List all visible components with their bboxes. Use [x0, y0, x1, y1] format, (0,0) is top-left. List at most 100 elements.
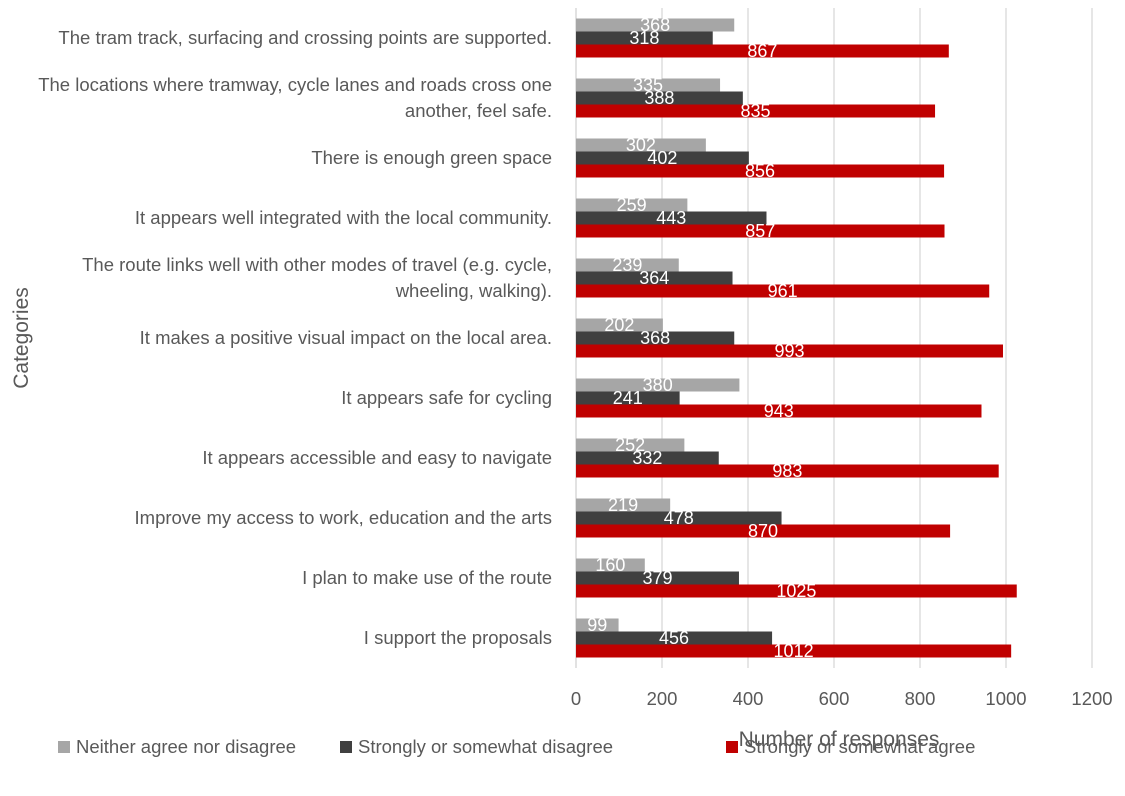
- legend-swatch: [340, 741, 352, 753]
- x-tick-label: 0: [571, 688, 581, 709]
- bar: [576, 271, 733, 285]
- category-label: I plan to make use of the route: [302, 567, 552, 588]
- bar: [576, 224, 945, 238]
- x-axis-title: Number of responses: [739, 728, 940, 751]
- legend-item: Neither agree nor disagree: [58, 736, 296, 758]
- bar: [576, 78, 721, 92]
- data-label: 332: [632, 448, 662, 468]
- data-label: 443: [656, 208, 686, 228]
- bar: [576, 524, 951, 538]
- bar: [576, 344, 1003, 358]
- category-label: It makes a positive visual impact on the…: [140, 327, 552, 348]
- bar: [576, 558, 645, 572]
- x-tick-label: 1000: [985, 688, 1026, 709]
- category-label: I support the proposals: [364, 627, 552, 648]
- category-label: The route links well with other modes of…: [82, 254, 552, 301]
- category-label: It appears accessible and easy to naviga…: [202, 447, 552, 468]
- x-tick-label: 1200: [1071, 688, 1112, 709]
- bar: [576, 631, 773, 645]
- data-label: 241: [613, 388, 643, 408]
- category-label: It appears safe for cycling: [341, 387, 552, 408]
- data-label: 335: [633, 75, 663, 95]
- bar: [576, 584, 1017, 598]
- data-label: 219: [608, 495, 638, 515]
- data-label: 478: [664, 508, 694, 528]
- bar: [576, 644, 1012, 658]
- bar: [576, 378, 740, 392]
- bar: [576, 498, 671, 512]
- data-label: 388: [644, 88, 674, 108]
- data-label: 379: [642, 568, 672, 588]
- legend-label: Strongly or somewhat agree: [744, 736, 976, 757]
- bar: [576, 164, 945, 178]
- bar: [576, 211, 767, 225]
- data-label: 867: [747, 41, 777, 61]
- data-label: 318: [629, 28, 659, 48]
- x-tick-label: 600: [819, 688, 850, 709]
- category-label: The tram track, surfacing and crossing p…: [58, 27, 552, 48]
- bar: [576, 464, 999, 478]
- bar: [576, 511, 782, 525]
- data-label: 1025: [776, 581, 816, 601]
- bar: [576, 31, 713, 45]
- y-axis-title: Categories: [10, 287, 33, 389]
- data-label: 302: [626, 135, 656, 155]
- category-label: The locations where tramway, cycle lanes…: [38, 74, 552, 121]
- bar: [576, 104, 936, 118]
- bar: [576, 284, 990, 298]
- gridlines: [575, 8, 1093, 668]
- data-label: 99: [587, 615, 607, 635]
- category-labels: The tram track, surfacing and crossing p…: [38, 27, 552, 648]
- bar: [576, 198, 688, 212]
- data-label: 870: [748, 521, 778, 541]
- data-label: 961: [768, 281, 798, 301]
- bar: [576, 151, 749, 165]
- bar: [576, 451, 719, 465]
- bar: [576, 571, 739, 585]
- bar: [576, 44, 949, 58]
- category-label: Improve my access to work, education and…: [135, 507, 552, 528]
- data-label: 202: [604, 315, 634, 335]
- data-label: 402: [647, 148, 677, 168]
- legend-label: Strongly or somewhat disagree: [358, 736, 614, 757]
- bar: [576, 331, 735, 345]
- data-label: 239: [612, 255, 642, 275]
- data-label: 364: [639, 268, 669, 288]
- bar: [576, 258, 679, 272]
- bar: [576, 391, 680, 405]
- bar: [576, 18, 735, 32]
- legend-label: Neither agree nor disagree: [76, 736, 297, 757]
- data-label: 835: [741, 101, 771, 121]
- legend-item: Strongly or somewhat agree: [726, 736, 975, 758]
- data-label: 993: [774, 341, 804, 361]
- bar: [576, 318, 663, 332]
- category-label: It appears well integrated with the loca…: [135, 207, 552, 228]
- data-label: 368: [640, 328, 670, 348]
- legend-item: Strongly or somewhat disagree: [340, 736, 613, 758]
- x-tick-label: 800: [905, 688, 936, 709]
- legend: Neither agree nor disagree Strongly or so…: [0, 736, 1125, 766]
- bar: [576, 91, 743, 105]
- data-label: 380: [643, 375, 673, 395]
- x-tick-labels: 0 200 400 600 800 1000 1200: [571, 688, 1113, 709]
- bar: [576, 138, 706, 152]
- category-label: There is enough green space: [311, 147, 552, 168]
- bar: [576, 438, 685, 452]
- data-label: 368: [640, 15, 670, 35]
- data-label: 857: [745, 221, 775, 241]
- bar: [576, 618, 619, 632]
- data-label: 259: [617, 195, 647, 215]
- data-label: 160: [595, 555, 625, 575]
- data-label: 943: [764, 401, 794, 421]
- data-label: 983: [772, 461, 802, 481]
- x-tick-label: 400: [733, 688, 764, 709]
- data-label: 1012: [774, 641, 814, 661]
- data-label: 856: [745, 161, 775, 181]
- data-label: 456: [659, 628, 689, 648]
- legend-swatch: [726, 741, 738, 753]
- x-tick-label: 200: [647, 688, 678, 709]
- bars: 3683188673353888353024028562594438572393…: [576, 15, 1017, 661]
- data-label: 252: [615, 435, 645, 455]
- legend-swatch: [58, 741, 70, 753]
